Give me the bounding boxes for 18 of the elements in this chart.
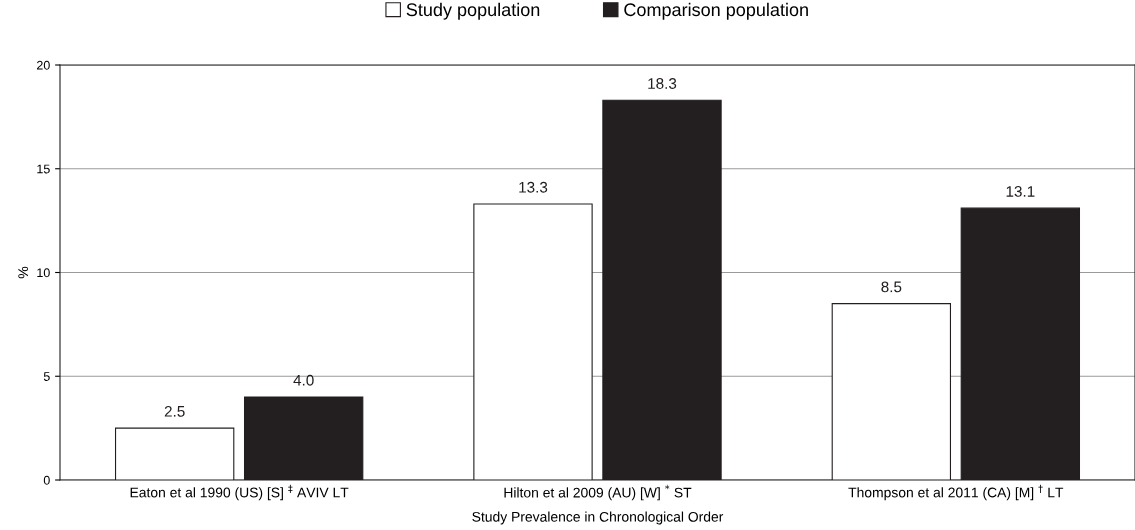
y-tick-label: 0 bbox=[43, 475, 50, 485]
y-tick-label: 10 bbox=[37, 268, 50, 278]
x-axis-title: Study Prevalence in Chronological Order bbox=[472, 511, 724, 525]
data-label: 18.3 bbox=[648, 78, 677, 89]
y-tick-label: 20 bbox=[37, 60, 50, 70]
x-tick-label: Eaton et al 1990 (US) [S] $^{‡}$ AVIV LT bbox=[130, 484, 349, 501]
data-label: 4.0 bbox=[293, 374, 314, 386]
legend-label: Study population bbox=[406, 2, 540, 20]
data-label: 13.3 bbox=[519, 181, 548, 193]
y-axis-title: % bbox=[18, 266, 29, 279]
data-label: 8.5 bbox=[881, 281, 902, 293]
y-tick-label: 15 bbox=[37, 164, 50, 174]
legend-label: Comparison population bbox=[624, 2, 808, 20]
y-tick-label: 5 bbox=[43, 372, 50, 381]
x-tick-label: Hilton et al 2009 (AU) [W] $^{*}$ ST bbox=[504, 484, 692, 501]
data-label: 2.5 bbox=[164, 405, 185, 417]
data-label: 13.1 bbox=[1006, 186, 1035, 197]
x-tick-label: Thompson et al 2011 (CA) [M] $^{†}$ LT bbox=[848, 484, 1064, 501]
